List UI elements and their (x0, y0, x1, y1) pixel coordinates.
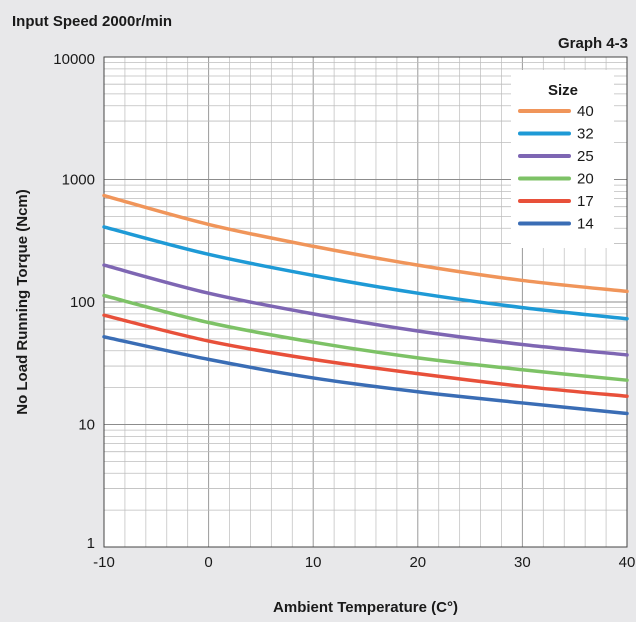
legend-label-size-32: 32 (577, 126, 594, 143)
chart-title: Input Speed 2000r/min (12, 13, 172, 30)
legend-label-size-40: 40 (577, 103, 594, 120)
x-tick-label: 20 (409, 554, 426, 571)
y-tick-label: 100 (70, 294, 95, 311)
legend-title: Size (548, 82, 578, 99)
legend-label-size-17: 17 (577, 193, 594, 210)
series-line-size-40 (102, 193, 629, 294)
chart-subtitle: Graph 4-3 (558, 35, 628, 52)
y-tick-label: 10 (78, 417, 95, 434)
legend-label-size-25: 25 (577, 148, 594, 165)
x-tick-label: 40 (619, 554, 636, 571)
y-ticks: 1 10 100 1000 10000 (53, 51, 95, 552)
series-line-size-14 (102, 335, 629, 416)
plot-frame (103, 56, 628, 548)
legend-label-size-20: 20 (577, 171, 594, 188)
series-lines (102, 193, 629, 416)
y-axis-title: No Load Running Torque (Ncm) (14, 189, 31, 415)
legend-label-size-14: 14 (577, 216, 594, 233)
x-ticks: -10 0 10 20 30 40 (93, 554, 635, 571)
legend: Size 40 32 25 20 17 14 (511, 70, 614, 248)
x-tick-label: 30 (514, 554, 531, 571)
x-tick-label: 10 (305, 554, 322, 571)
y-tick-label: 1 (87, 535, 95, 552)
grid (103, 56, 628, 548)
x-axis-title: Ambient Temperature (C°) (273, 599, 458, 616)
series-line-size-20 (102, 293, 629, 382)
x-tick-label: 0 (204, 554, 212, 571)
series-line-size-32 (102, 225, 629, 321)
series-line-size-17 (102, 313, 629, 399)
y-tick-label: 10000 (53, 51, 95, 68)
y-tick-label: 1000 (62, 172, 95, 189)
legend-box (511, 70, 614, 248)
x-tick-label: -10 (93, 554, 115, 571)
series-line-size-25 (102, 263, 629, 357)
